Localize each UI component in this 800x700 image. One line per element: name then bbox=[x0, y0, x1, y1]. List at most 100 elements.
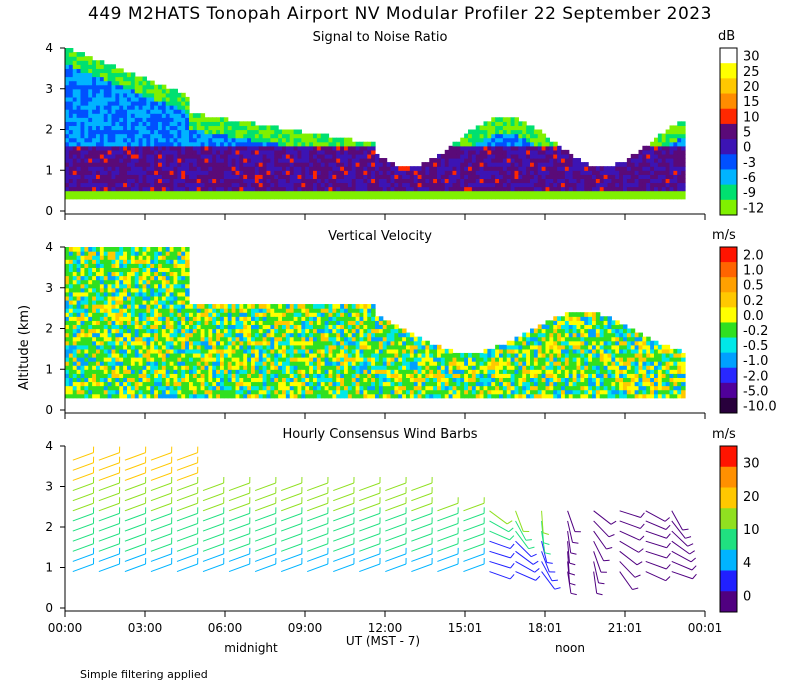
heat-cell bbox=[495, 141, 500, 147]
heat-cell bbox=[654, 137, 659, 143]
heat-cell bbox=[84, 271, 89, 277]
heat-cell bbox=[522, 153, 527, 159]
heat-cell bbox=[107, 271, 113, 277]
heat-cell bbox=[514, 125, 519, 131]
heat-cell bbox=[390, 166, 395, 171]
heat-cell bbox=[328, 170, 333, 175]
heat-cell bbox=[142, 162, 147, 167]
heat-cell bbox=[278, 344, 283, 350]
heat-cell bbox=[76, 393, 82, 399]
heat-cell bbox=[677, 145, 682, 151]
heat-cell bbox=[231, 348, 237, 354]
heat-cell bbox=[154, 336, 159, 342]
heat-cell bbox=[111, 141, 116, 147]
heat-cell bbox=[65, 170, 70, 175]
heat-cell bbox=[76, 291, 82, 297]
heat-cell bbox=[239, 133, 244, 139]
heat-cell bbox=[96, 129, 101, 135]
heat-cell bbox=[68, 308, 74, 313]
heat-cell bbox=[88, 109, 93, 114]
heat-cell bbox=[456, 145, 461, 151]
heat-cell bbox=[169, 393, 175, 399]
heat-cell bbox=[123, 283, 128, 289]
heat-cell bbox=[169, 308, 175, 313]
heat-cell bbox=[161, 137, 167, 143]
heat-cell bbox=[173, 389, 178, 395]
heat-cell bbox=[99, 369, 105, 374]
heat-cell bbox=[212, 369, 217, 374]
heat-cell bbox=[669, 145, 674, 151]
heat-cell bbox=[518, 178, 523, 184]
heat-cell bbox=[626, 170, 632, 175]
heat-cell bbox=[208, 190, 213, 196]
heat-cell bbox=[212, 340, 217, 346]
heat-cell bbox=[340, 170, 345, 175]
heat-cell bbox=[150, 369, 155, 374]
heat-cell bbox=[68, 377, 74, 383]
heat-cell bbox=[239, 145, 244, 151]
heat-cell bbox=[293, 344, 299, 350]
heat-cell bbox=[502, 129, 508, 135]
heat-cell bbox=[677, 129, 682, 135]
heat-cell bbox=[130, 267, 136, 273]
heat-cell bbox=[390, 170, 395, 175]
heat-cell bbox=[173, 316, 178, 321]
heat-cell bbox=[258, 381, 264, 387]
heat-cell bbox=[557, 145, 562, 151]
heat-cell bbox=[289, 190, 295, 196]
heat-cell bbox=[76, 340, 82, 346]
heat-cell bbox=[247, 324, 252, 330]
heat-cell bbox=[158, 304, 163, 309]
heat-cell bbox=[301, 178, 306, 184]
heat-cell bbox=[297, 385, 302, 391]
heat-cell bbox=[537, 149, 543, 155]
heat-cell bbox=[557, 194, 562, 200]
heat-cell bbox=[316, 369, 322, 374]
heat-cell bbox=[161, 170, 167, 175]
heat-cell bbox=[537, 129, 543, 135]
heat-cell bbox=[293, 174, 299, 179]
heat-cell bbox=[208, 312, 213, 317]
heat-cell bbox=[123, 312, 128, 317]
heat-cell bbox=[421, 174, 426, 179]
heat-cell bbox=[111, 279, 116, 285]
heat-cell bbox=[251, 121, 256, 127]
heat-cell bbox=[285, 304, 291, 309]
heat-cell bbox=[328, 340, 333, 346]
heat-cell bbox=[646, 174, 651, 179]
heat-cell bbox=[510, 162, 516, 167]
heat-cell bbox=[65, 320, 70, 326]
heat-cell bbox=[196, 393, 202, 399]
heat-cell bbox=[107, 324, 113, 330]
heat-cell bbox=[200, 121, 206, 127]
heat-cell bbox=[165, 92, 171, 98]
heat-cell bbox=[282, 308, 287, 313]
heat-cell bbox=[382, 190, 388, 196]
heat-cell bbox=[92, 153, 97, 159]
heat-cell bbox=[127, 267, 132, 273]
heat-cell bbox=[138, 255, 144, 260]
heat-cell bbox=[239, 162, 244, 167]
heat-cell bbox=[227, 357, 233, 362]
heat-cell bbox=[177, 96, 182, 102]
heat-cell bbox=[681, 153, 686, 159]
heat-cell bbox=[115, 308, 120, 313]
heat-cell bbox=[359, 162, 364, 167]
heat-cell bbox=[285, 369, 291, 374]
heat-cell bbox=[514, 149, 519, 155]
heat-cell bbox=[103, 340, 109, 346]
heat-cell bbox=[378, 182, 384, 188]
heat-cell bbox=[506, 129, 512, 135]
heat-cell bbox=[588, 186, 593, 192]
heat-cell bbox=[196, 162, 202, 167]
heat-cell bbox=[324, 324, 330, 330]
heat-cell bbox=[305, 182, 310, 188]
heat-cell bbox=[204, 328, 209, 334]
heat-cell bbox=[642, 170, 647, 175]
heat-cell bbox=[192, 344, 198, 350]
heat-cell bbox=[80, 121, 85, 127]
heat-cell bbox=[68, 275, 74, 281]
heat-cell bbox=[251, 186, 256, 192]
heat-cell bbox=[99, 267, 105, 273]
heat-cell bbox=[72, 340, 78, 346]
